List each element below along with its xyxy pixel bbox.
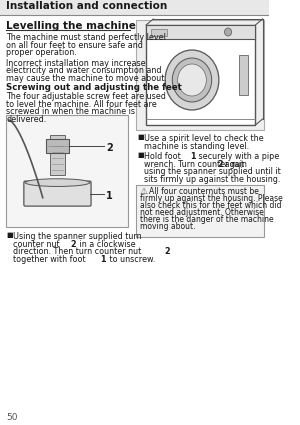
Text: securely with a pipe: securely with a pipe xyxy=(196,152,279,161)
Bar xyxy=(136,20,264,130)
Text: using the spanner supplied until it: using the spanner supplied until it xyxy=(144,167,281,176)
Bar xyxy=(239,55,248,95)
Text: ■: ■ xyxy=(137,134,144,140)
Bar xyxy=(151,29,167,36)
Text: also check this for the feet which did: also check this for the feet which did xyxy=(140,201,281,210)
Text: Screwing out and adjusting the feet: Screwing out and adjusting the feet xyxy=(6,83,182,92)
Text: in a clockwise: in a clockwise xyxy=(77,240,135,249)
Bar xyxy=(146,25,255,125)
Text: there is the danger of the machine: there is the danger of the machine xyxy=(140,215,273,224)
Text: moving about.: moving about. xyxy=(140,222,195,231)
Text: ■: ■ xyxy=(6,232,13,238)
Text: ■: ■ xyxy=(137,152,144,158)
Text: direction. Then turn counter nut: direction. Then turn counter nut xyxy=(14,247,144,256)
Text: sits firmly up against the housing.: sits firmly up against the housing. xyxy=(144,175,281,184)
Text: wrench. Turn counter nut: wrench. Turn counter nut xyxy=(144,159,247,168)
Text: 1: 1 xyxy=(190,152,195,161)
Text: 1: 1 xyxy=(100,255,106,264)
Bar xyxy=(46,139,69,153)
Bar xyxy=(0,0,269,15)
Text: ⚠: ⚠ xyxy=(140,187,148,196)
Bar xyxy=(146,25,255,39)
Circle shape xyxy=(178,64,206,96)
Text: may cause the machine to move about.: may cause the machine to move about. xyxy=(6,74,167,82)
FancyBboxPatch shape xyxy=(24,181,91,206)
Text: Installation and connection: Installation and connection xyxy=(6,1,167,11)
Text: not need adjustment. Otherwise: not need adjustment. Otherwise xyxy=(140,208,264,217)
Bar xyxy=(50,136,64,176)
Text: to unscrew.: to unscrew. xyxy=(107,255,155,264)
Text: screwed in when the machine is: screwed in when the machine is xyxy=(6,107,135,116)
Text: 2: 2 xyxy=(70,240,76,249)
Text: 1: 1 xyxy=(106,190,113,201)
Text: on all four feet to ensure safe and: on all four feet to ensure safe and xyxy=(6,40,143,49)
Text: Incorrect installation may increase: Incorrect installation may increase xyxy=(6,59,146,68)
Circle shape xyxy=(165,50,219,110)
Text: 2: 2 xyxy=(165,247,170,256)
Text: 2: 2 xyxy=(106,144,113,153)
Text: Hold foot: Hold foot xyxy=(144,152,184,161)
Text: Use a spirit level to check the: Use a spirit level to check the xyxy=(144,134,264,143)
Text: delivered.: delivered. xyxy=(6,114,46,124)
Text: The four adjustable screw feet are used: The four adjustable screw feet are used xyxy=(6,92,166,101)
Text: machine is standing level.: machine is standing level. xyxy=(144,142,249,150)
Text: together with foot: together with foot xyxy=(14,255,88,264)
Text: 2: 2 xyxy=(218,159,224,168)
Text: 50: 50 xyxy=(6,413,18,422)
Text: electricity and water consumption and: electricity and water consumption and xyxy=(6,66,162,75)
Text: All four counternuts must be: All four counternuts must be xyxy=(149,187,259,196)
Circle shape xyxy=(172,58,212,102)
Text: Using the spanner supplied turn: Using the spanner supplied turn xyxy=(14,232,142,241)
Text: again: again xyxy=(222,159,247,168)
Text: proper operation.: proper operation. xyxy=(6,48,77,57)
Bar xyxy=(6,115,128,227)
Text: Levelling the machine: Levelling the machine xyxy=(6,21,136,31)
Text: to level the machine. All four feet are: to level the machine. All four feet are xyxy=(6,99,157,108)
Text: firmly up against the housing. Please: firmly up against the housing. Please xyxy=(140,194,283,203)
Bar xyxy=(136,185,264,237)
Text: The machine must stand perfectly level: The machine must stand perfectly level xyxy=(6,33,166,42)
Text: counter nut: counter nut xyxy=(14,240,63,249)
Ellipse shape xyxy=(25,179,90,187)
Circle shape xyxy=(224,28,232,36)
